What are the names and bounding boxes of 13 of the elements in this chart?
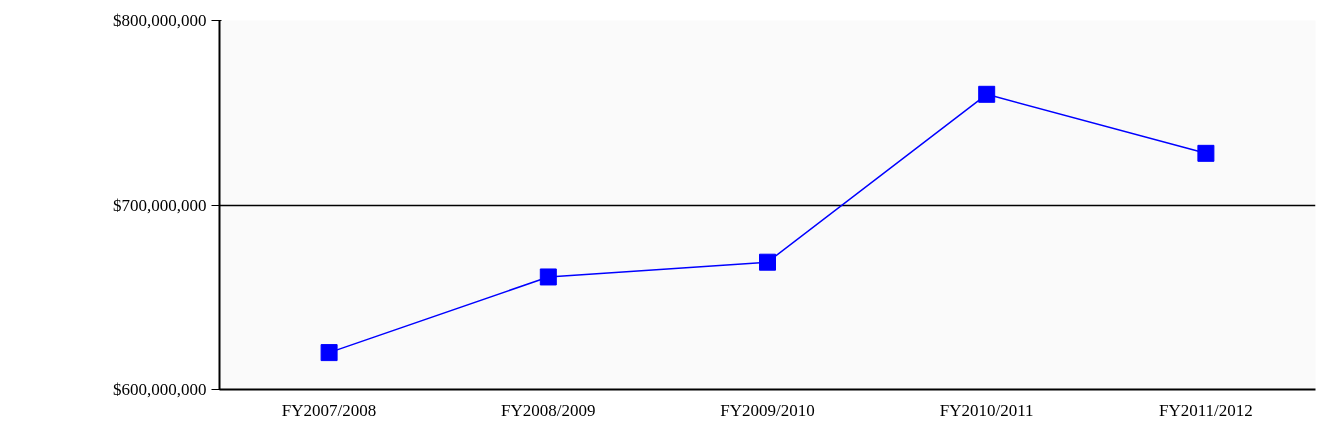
y-tick-label: $600,000,000 xyxy=(113,380,207,399)
y-tick-label: $700,000,000 xyxy=(113,195,207,215)
y-tick-label: $800,000,000 xyxy=(113,11,207,30)
x-tick-label: FY2008/2009 xyxy=(501,400,596,420)
x-tick-label: FY2009/2010 xyxy=(720,400,815,420)
point xyxy=(539,268,557,286)
point xyxy=(320,344,338,362)
point xyxy=(759,253,776,271)
x-tick-label: FY2010/2011 xyxy=(939,400,1034,420)
x-tick-label: FY2007/2008 xyxy=(281,400,377,420)
point xyxy=(1197,144,1215,162)
point xyxy=(978,85,996,103)
x-tick-label: FY2011/2012 xyxy=(1158,400,1253,420)
